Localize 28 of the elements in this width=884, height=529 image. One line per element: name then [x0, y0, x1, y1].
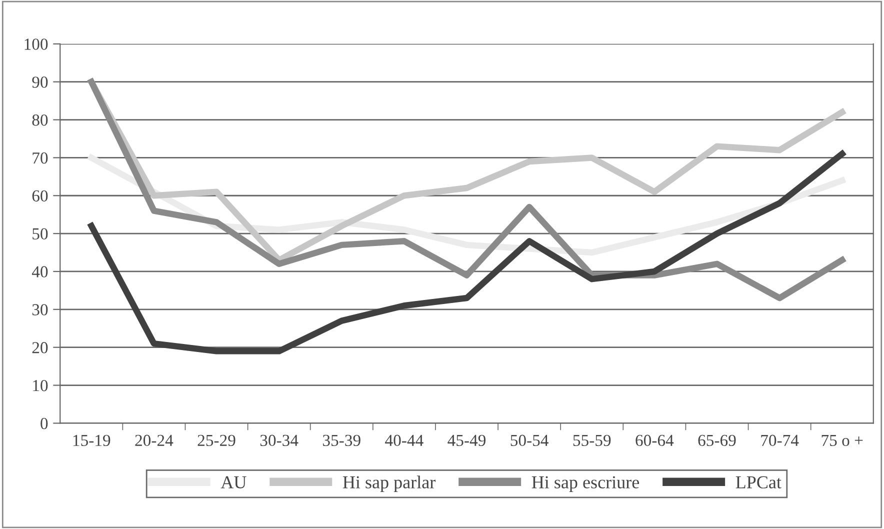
y-tick-label: 60 [32, 190, 48, 202]
x-tick-label: 15-19 [73, 434, 110, 446]
x-tick-label: 55-59 [573, 434, 611, 446]
x-tick-label: 40-44 [385, 434, 424, 446]
y-tick-label: 30 [32, 304, 48, 316]
y-tick-label: 70 [32, 152, 48, 164]
x-tick-label: 75 o + [822, 434, 863, 446]
legend-label: AU [220, 476, 246, 488]
y-tick-label: 80 [32, 114, 48, 126]
y-tick-label: 100 [24, 38, 48, 50]
y-tick-label: 20 [32, 342, 48, 354]
x-tick-label: 50-54 [510, 434, 548, 446]
x-tick-label: 25-29 [198, 434, 236, 446]
y-tick-label: 40 [32, 266, 48, 278]
x-tick-label: 60-64 [636, 434, 674, 446]
y-tick-label: 0 [40, 418, 48, 430]
x-tick-label: 30-34 [260, 434, 298, 446]
x-tick-label: 20-24 [135, 434, 174, 446]
x-tick-label: 45-49 [448, 434, 486, 446]
y-tick-label: 10 [33, 380, 48, 392]
legend-label: Hi sap escriure [532, 476, 640, 492]
x-tick-label: 65-69 [698, 434, 736, 446]
y-tick-label: 50 [32, 228, 48, 240]
x-tick-label: 70-74 [761, 434, 799, 446]
y-tick-label: 90 [32, 76, 48, 88]
legend-label: Hi sap parlar [342, 476, 436, 492]
x-tick-label: 35-39 [322, 434, 360, 446]
legend-label: LPCat [736, 476, 782, 488]
